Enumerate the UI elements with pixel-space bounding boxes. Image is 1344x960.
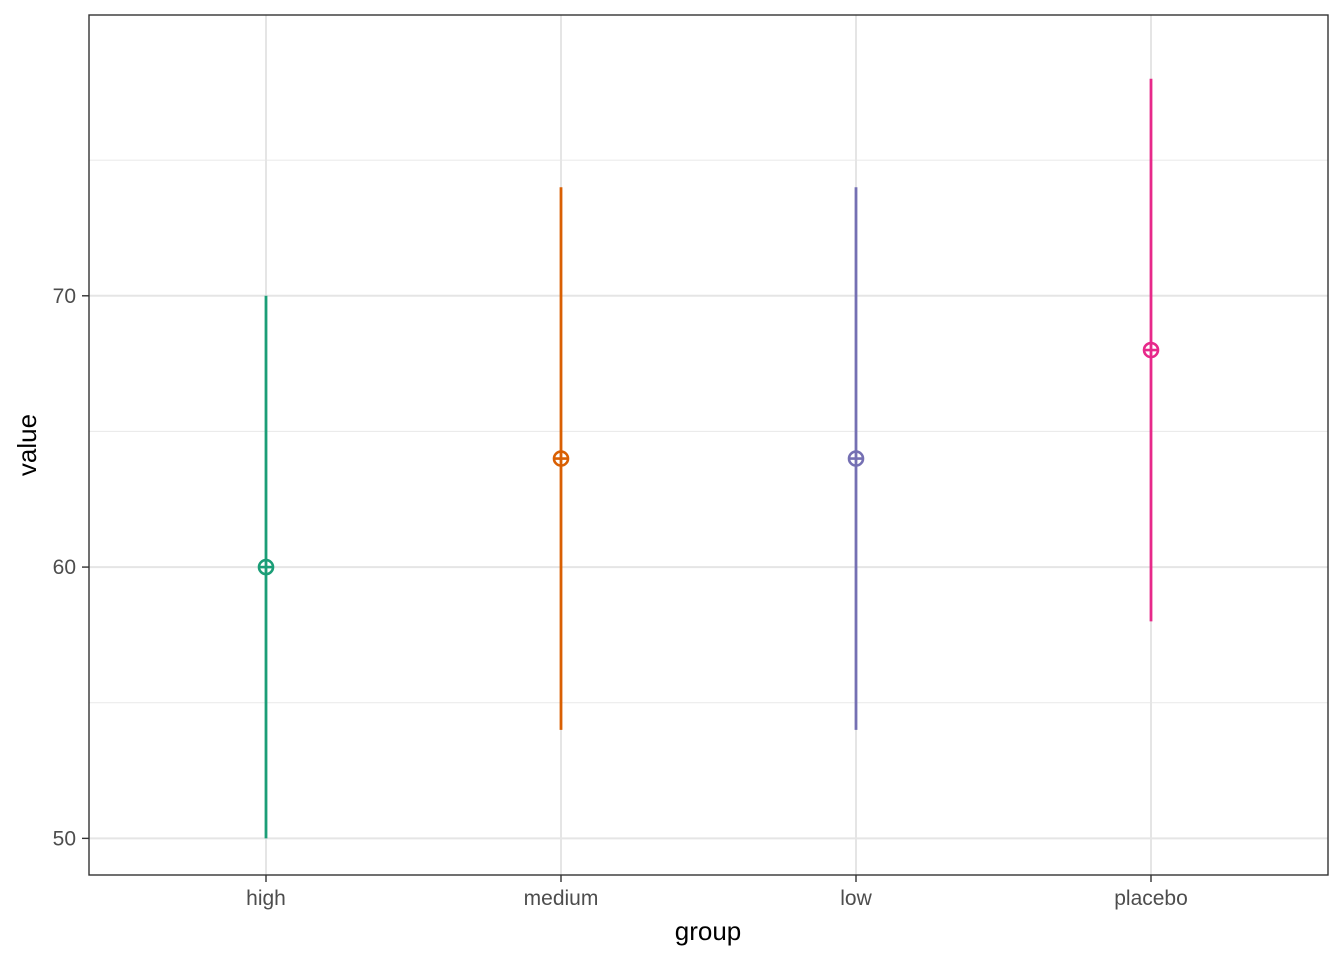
axes: 50 60 70 high medium low placebo [53,285,1188,910]
y-axis-title: value [12,414,42,476]
data-marks [257,78,1160,839]
y-tick-label: 60 [53,556,76,579]
y-tick-label: 70 [53,285,76,308]
x-tick-label: placebo [1114,887,1188,910]
x-tick-label: low [840,887,872,910]
x-tick-label: medium [524,887,599,910]
panel-border [88,14,1329,876]
y-tick-label: 50 [53,827,76,850]
x-tick-label: high [246,887,286,910]
x-axis-title: group [675,916,742,946]
